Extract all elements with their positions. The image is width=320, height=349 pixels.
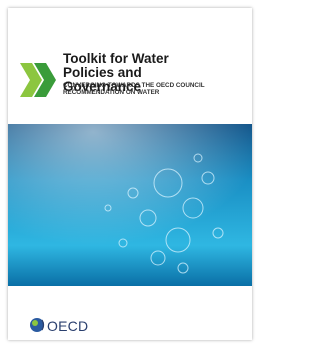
oecd-logo <box>30 318 44 332</box>
subtitle: CONVERGING TOWARDS THE OECD COUNCIL RECO… <box>63 82 223 96</box>
book-cover: Toolkit for Water Policies and Governanc… <box>8 8 252 340</box>
water-light <box>8 124 252 286</box>
page: Toolkit for Water Policies and Governanc… <box>0 0 262 349</box>
publisher: OECD <box>47 318 88 334</box>
